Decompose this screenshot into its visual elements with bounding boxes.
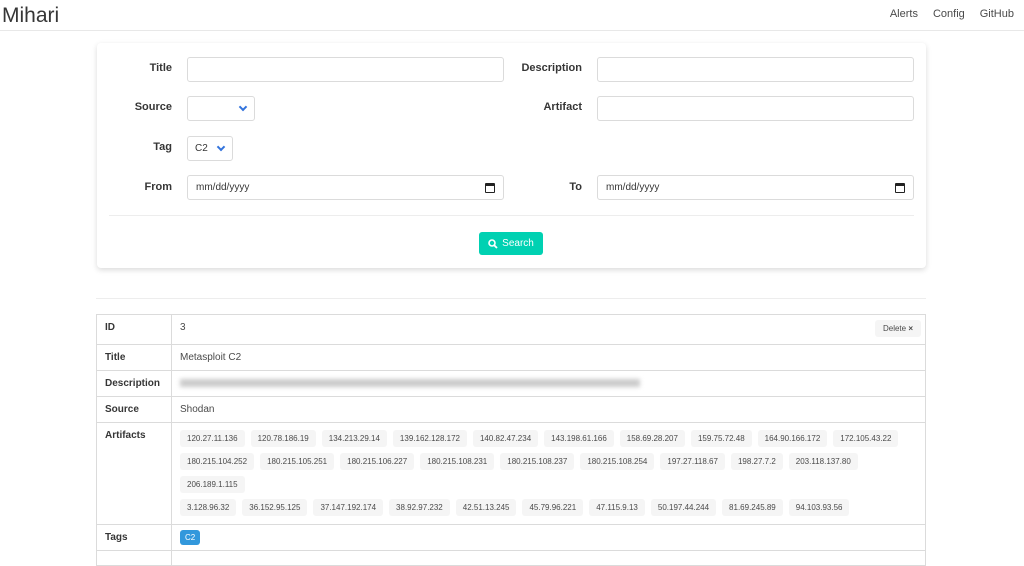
source-label: Source bbox=[96, 396, 172, 423]
description-label: Description bbox=[96, 370, 172, 397]
close-icon: × bbox=[908, 324, 913, 333]
artifact-tag[interactable]: 197.27.118.67 bbox=[660, 453, 725, 470]
title-input[interactable] bbox=[187, 57, 504, 82]
artifact-tag[interactable]: 139.162.128.172 bbox=[392, 430, 467, 447]
artifacts-list: 120.27.11.136 120.78.186.19 134.213.29.14 1… bbox=[171, 422, 926, 525]
artifact-tag[interactable]: 94.103.93.56 bbox=[788, 499, 850, 516]
artifact-tag[interactable]: 143.198.61.166 bbox=[544, 430, 614, 447]
tag-label: Tag bbox=[153, 141, 172, 153]
calendar-icon[interactable] bbox=[485, 183, 495, 193]
table-row: Tags C2 bbox=[96, 524, 926, 551]
from-date-input[interactable]: mm/dd/yyyy bbox=[187, 175, 504, 200]
alert-table: ID 3 Delete × Title Metasploit C2 Descripti… bbox=[96, 314, 926, 566]
artifact-tag[interactable]: 158.69.28.207 bbox=[619, 430, 685, 447]
artifact-tag[interactable]: 180.215.106.227 bbox=[340, 453, 415, 470]
artifacts-label: Artifacts bbox=[96, 422, 172, 525]
title-value: Metasploit C2 bbox=[171, 344, 926, 371]
table-row: Description bbox=[96, 370, 926, 397]
artifact-tag[interactable]: 164.90.166.172 bbox=[757, 430, 828, 447]
tags-label: Tags bbox=[96, 524, 172, 551]
to-date-input[interactable]: mm/dd/yyyy bbox=[597, 175, 914, 200]
artifact-tag[interactable]: 180.215.108.231 bbox=[420, 453, 495, 470]
title-label: Title bbox=[96, 344, 172, 371]
source-label: Source bbox=[134, 101, 172, 113]
artifact-tag[interactable]: 134.213.29.14 bbox=[321, 430, 387, 447]
artifact-tag[interactable]: 45.79.96.221 bbox=[522, 499, 584, 516]
tag-value: C2 bbox=[195, 143, 208, 154]
artifact-tag[interactable]: 172.105.43.22 bbox=[833, 430, 899, 447]
from-placeholder: mm/dd/yyyy bbox=[196, 182, 250, 193]
divider bbox=[109, 215, 914, 216]
table-row: Title Metasploit C2 bbox=[96, 344, 926, 371]
search-form: Title Description Source Artifact Tag C2… bbox=[97, 43, 926, 268]
chevron-down-icon bbox=[238, 102, 248, 112]
search-icon bbox=[488, 238, 498, 249]
artifact-tag[interactable]: 180.215.108.254 bbox=[580, 453, 655, 470]
artifact-tag[interactable]: 198.27.7.2 bbox=[730, 453, 783, 470]
artifact-tag[interactable]: 120.27.11.136 bbox=[180, 430, 245, 447]
chevron-down-icon bbox=[216, 142, 226, 152]
tag-select[interactable]: C2 bbox=[187, 136, 233, 161]
from-label: From bbox=[144, 181, 173, 193]
artifact-tag[interactable]: 120.78.186.19 bbox=[250, 430, 316, 447]
table-row: Source Shodan bbox=[96, 396, 926, 423]
artifact-tag[interactable]: 37.147.192.174 bbox=[313, 499, 384, 516]
source-value: Shodan bbox=[171, 396, 926, 423]
search-button[interactable]: Search bbox=[479, 232, 543, 255]
title-label: Title bbox=[149, 62, 172, 74]
artifact-tag[interactable]: 47.115.9.13 bbox=[589, 499, 645, 516]
to-label: To bbox=[569, 181, 582, 193]
nav-config[interactable]: Config bbox=[932, 8, 965, 20]
artifact-input[interactable] bbox=[597, 96, 914, 121]
delete-label: Delete bbox=[882, 324, 907, 333]
artifact-label: Artifact bbox=[543, 101, 582, 113]
to-placeholder: mm/dd/yyyy bbox=[606, 182, 660, 193]
description-input[interactable] bbox=[597, 57, 914, 82]
table-row: Artifacts 120.27.11.136 120.78.186.19 134.2… bbox=[96, 422, 926, 525]
artifact-tag[interactable]: 203.118.137.80 bbox=[788, 453, 858, 470]
artifact-tag[interactable]: 180.215.108.237 bbox=[500, 453, 575, 470]
artifact-tag[interactable]: 50.197.44.244 bbox=[650, 499, 717, 516]
source-select[interactable] bbox=[187, 96, 255, 121]
table-row: ID 3 Delete × bbox=[96, 314, 926, 345]
artifact-tag[interactable]: 81.69.245.89 bbox=[722, 499, 783, 516]
divider bbox=[96, 298, 926, 299]
artifact-tag[interactable]: 38.92.97.232 bbox=[389, 499, 450, 516]
delete-button[interactable]: Delete × bbox=[874, 320, 921, 337]
id-value: 3 bbox=[180, 322, 186, 333]
artifact-tag[interactable]: 140.82.47.234 bbox=[472, 430, 539, 447]
artifact-tag[interactable]: 42.51.13.245 bbox=[455, 499, 517, 516]
nav-github[interactable]: GitHub bbox=[979, 8, 1014, 20]
artifact-tag[interactable]: 36.152.95.125 bbox=[242, 499, 308, 516]
id-label: ID bbox=[96, 314, 172, 345]
blurred-description bbox=[180, 379, 640, 388]
search-label: Search bbox=[502, 238, 534, 249]
artifact-tag[interactable]: 3.128.96.32 bbox=[180, 499, 237, 516]
artifact-tag[interactable]: 180.215.104.252 bbox=[180, 453, 255, 470]
table-row bbox=[96, 550, 926, 566]
artifact-tag[interactable]: 206.189.1.115 bbox=[180, 476, 245, 493]
navbar: Mihari Alerts Config GitHub bbox=[0, 0, 1024, 31]
description-label: Description bbox=[521, 62, 582, 74]
brand-logo[interactable]: Mihari bbox=[2, 4, 60, 27]
nav-alerts[interactable]: Alerts bbox=[889, 8, 918, 20]
calendar-icon[interactable] bbox=[895, 183, 905, 193]
artifact-tag[interactable]: 180.215.105.251 bbox=[260, 453, 335, 470]
artifact-tag[interactable]: 159.75.72.48 bbox=[690, 430, 752, 447]
tag-badge[interactable]: C2 bbox=[180, 530, 201, 545]
